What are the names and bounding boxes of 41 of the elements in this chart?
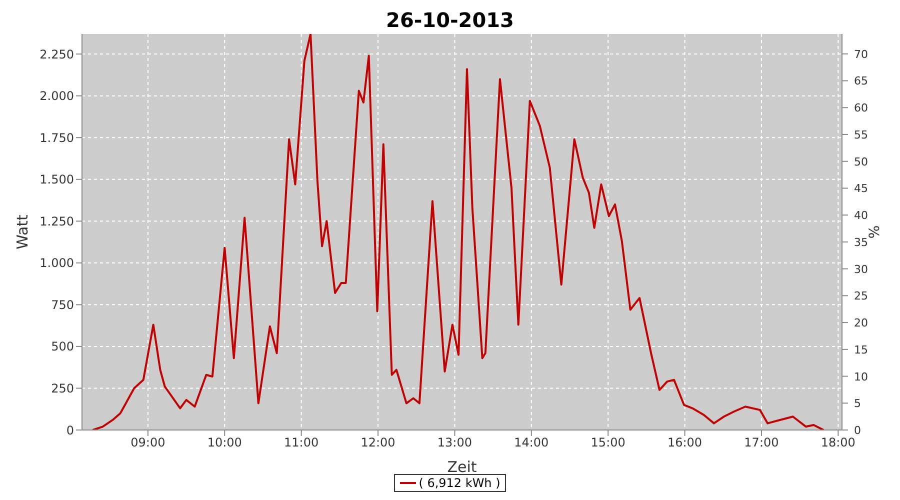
y2-tick-label: 15	[854, 343, 868, 356]
y-tick-label: 2.250	[40, 47, 74, 62]
chart-title: 26-10-2013	[385, 8, 515, 34]
x-tick-label: 10:00	[207, 436, 242, 450]
y2-tick-label: 0	[854, 424, 861, 437]
x-tick-label: 18:00	[820, 436, 856, 450]
y2-tick-label: 5	[854, 397, 861, 410]
y2-tick-label: 45	[854, 182, 868, 196]
y2-tick-label: 25	[854, 290, 868, 303]
y2-tick-label: 30	[854, 262, 868, 276]
x-tick-label: 11:00	[284, 436, 319, 450]
y-tick-label: 250	[51, 381, 74, 396]
y2-tick-label: 55	[854, 128, 868, 142]
y-tick-label: 1.250	[40, 214, 74, 228]
legend-label: ( 6,912 kWh )	[418, 476, 500, 490]
y-tick-label: 2.000	[40, 89, 74, 104]
y-tick-label: 0	[66, 423, 74, 438]
y-tick-label: 750	[51, 298, 74, 312]
y2-tick-label: 60	[854, 102, 868, 115]
x-tick-label: 17:00	[744, 436, 779, 450]
y-tick-label: 1.500	[40, 172, 74, 187]
y-tick-label: 1.750	[40, 130, 74, 145]
y2-tick-label: 35	[854, 236, 868, 249]
x-tick-label: 12:00	[360, 436, 396, 450]
y2-tick-label: 20	[854, 316, 868, 330]
y2-tick-label: 40	[854, 209, 868, 222]
x-tick-label: 16:00	[667, 436, 702, 450]
y2-tick-label: 10	[854, 370, 868, 384]
x-axis-title: Zeit	[447, 458, 477, 476]
x-tick-label: 14:00	[514, 436, 549, 450]
y-tick-label: 1.000	[40, 256, 74, 270]
y-axis-title: Watt	[13, 214, 32, 250]
y2-tick-label: 70	[854, 48, 868, 61]
x-tick-label: 13:00	[437, 436, 472, 450]
y2-tick-label: 65	[854, 74, 868, 88]
line-series	[92, 34, 825, 430]
x-tick-label: 09:00	[130, 436, 166, 450]
y-tick-label: 500	[51, 340, 74, 354]
y2-axis-title: %	[866, 225, 883, 239]
y2-tick-label: 50	[854, 155, 868, 168]
x-tick-label: 15:00	[590, 436, 626, 450]
